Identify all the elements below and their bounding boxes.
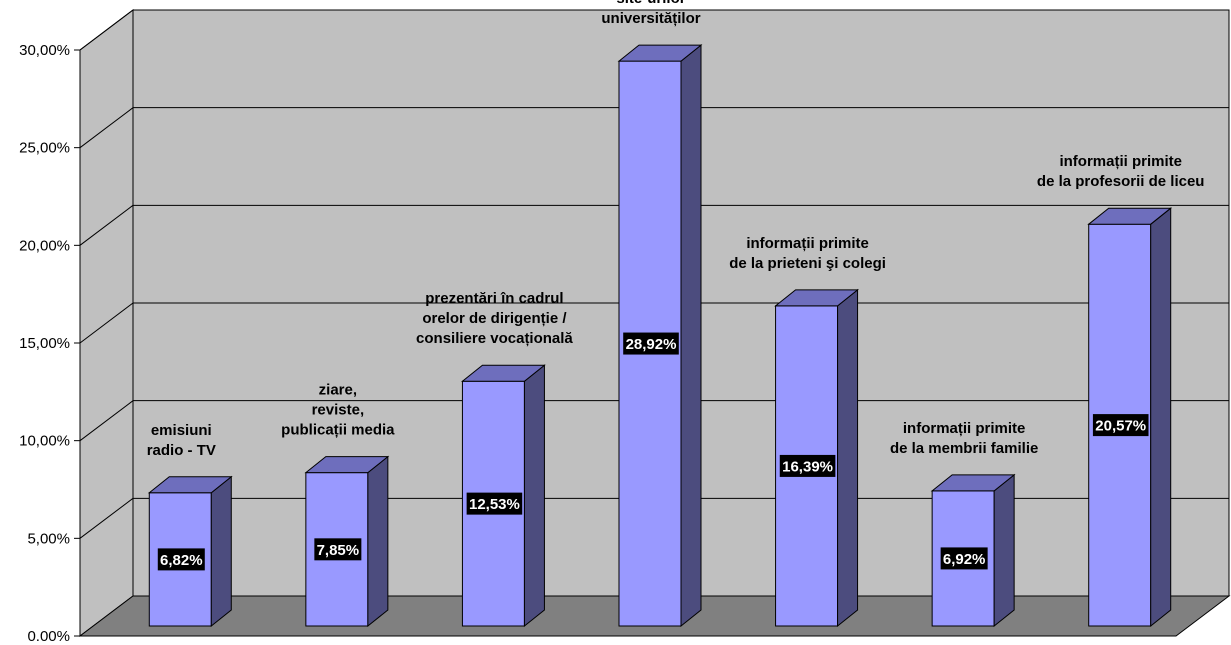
y-tick-label: 15,00% bbox=[19, 335, 70, 352]
category-label: reviste, bbox=[312, 402, 365, 419]
category-label: publicații media bbox=[281, 422, 395, 439]
category-label: de la prieteni şi colegi bbox=[729, 255, 886, 272]
bar-top bbox=[147, 476, 233, 494]
data-label-bg bbox=[779, 454, 836, 477]
gridline-side bbox=[79, 9, 134, 51]
data-label: 20,57% bbox=[1095, 418, 1146, 435]
y-tick-label: 20,00% bbox=[19, 237, 70, 254]
data-label: 6,92% bbox=[943, 551, 986, 568]
data-label: 6,82% bbox=[160, 552, 203, 569]
category-label: radio - TV bbox=[147, 442, 216, 459]
category-label: informații primite bbox=[903, 420, 1026, 437]
bar-top bbox=[1087, 207, 1173, 225]
bar-side bbox=[523, 364, 545, 628]
gridline-side bbox=[79, 302, 134, 344]
category-label: site-urilor bbox=[616, 0, 685, 7]
y-tick-label: 0.00% bbox=[27, 628, 70, 645]
category-label: de la profesorii de liceu bbox=[1037, 173, 1205, 190]
data-label: 12,53% bbox=[469, 496, 520, 513]
y-tick-label: 10,00% bbox=[19, 433, 70, 450]
y-tick-label: 25,00% bbox=[19, 140, 70, 157]
bar-side bbox=[1150, 207, 1172, 628]
category-label: prezentări în cadrul bbox=[425, 290, 563, 307]
y-tick-label: 5,00% bbox=[27, 530, 70, 547]
bar-top bbox=[461, 364, 546, 382]
bar-top bbox=[774, 289, 859, 307]
bar-top bbox=[617, 44, 703, 62]
data-label-bg bbox=[314, 538, 362, 561]
bar-top bbox=[304, 456, 390, 474]
category-label: ziare, bbox=[319, 382, 357, 399]
data-label-bg bbox=[1092, 414, 1149, 437]
data-label: 28,92% bbox=[626, 336, 677, 353]
category-label: de la membrii familie bbox=[890, 440, 1038, 457]
y-tick-label: 30,00% bbox=[19, 42, 70, 59]
bar-side bbox=[210, 475, 232, 628]
category-label: universităților bbox=[601, 10, 700, 27]
bar-side bbox=[837, 288, 859, 628]
data-label: 7,85% bbox=[317, 542, 360, 559]
gridline-side bbox=[79, 497, 134, 539]
category-label: orelor de dirigenție / bbox=[422, 310, 567, 327]
category-label: emisiuni bbox=[151, 422, 212, 439]
category-label: informații primite bbox=[746, 235, 869, 252]
data-label-bg bbox=[466, 492, 523, 515]
bar-top bbox=[930, 474, 1016, 492]
bar-side bbox=[367, 455, 389, 628]
bar-side bbox=[993, 473, 1015, 628]
data-label-bg bbox=[623, 332, 679, 355]
data-label-bg bbox=[940, 547, 988, 570]
gridline-side bbox=[79, 400, 134, 442]
gridline-side bbox=[79, 107, 134, 149]
data-label: 16,39% bbox=[782, 458, 833, 475]
gridline-side bbox=[79, 204, 134, 246]
category-label: informații primite bbox=[1059, 153, 1182, 170]
category-label: consiliere vocațională bbox=[416, 330, 573, 347]
data-label-bg bbox=[157, 548, 205, 571]
bar-side bbox=[680, 44, 702, 628]
